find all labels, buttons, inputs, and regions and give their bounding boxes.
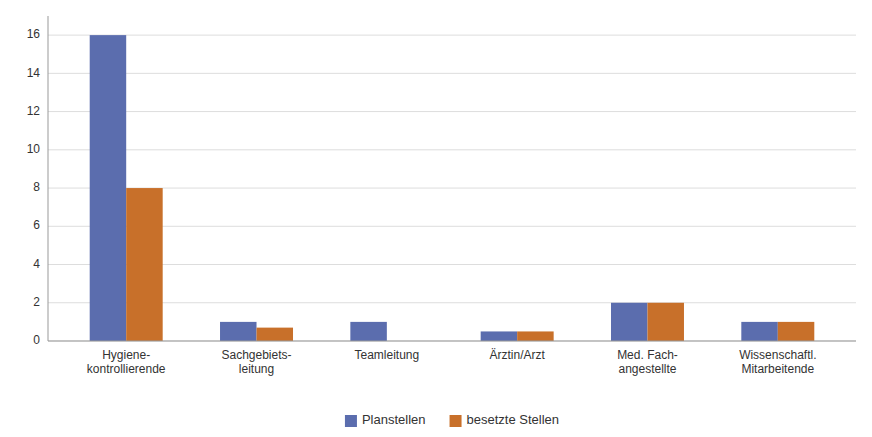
chart-svg: 0 2 4 6 8 10 12 14 16 Hygiene-kontrollierende Sach… — [0, 0, 872, 437]
x-tick-label: Teamleitung — [354, 348, 419, 362]
legend-label: Planstellen — [362, 412, 426, 427]
y-ticks: 0 2 4 6 8 10 12 14 16 — [27, 27, 41, 347]
bar — [647, 303, 683, 341]
grid-line — [48, 73, 856, 74]
y-tick-label: 6 — [33, 218, 40, 232]
chart-container: 0 2 4 6 8 10 12 14 16 Hygiene-kontrollierende Sach… — [0, 0, 872, 437]
x-axis-line — [48, 341, 856, 342]
x-ticks: Hygiene-kontrollierende Sachgebiets-leitu… — [87, 348, 817, 376]
y-tick-label: 16 — [27, 27, 41, 41]
legend-swatch — [345, 415, 357, 427]
y-tick-label: 12 — [27, 104, 41, 118]
y-axis-line — [48, 16, 49, 341]
y-tick-label: 0 — [33, 333, 40, 347]
bar — [517, 331, 553, 341]
grid-line — [48, 341, 856, 342]
y-tick-label: 14 — [27, 66, 41, 80]
bar — [90, 35, 126, 341]
x-tick-label: Med. Fach-angestellte — [617, 348, 678, 376]
x-tick-label: Hygiene-kontrollierende — [87, 348, 166, 376]
grid-line — [48, 264, 856, 265]
bar — [778, 322, 814, 341]
grid-line — [48, 149, 856, 150]
legend: Planstellen besetzte Stellen — [345, 412, 559, 427]
y-tick-label: 8 — [33, 180, 40, 194]
bar — [350, 322, 386, 341]
legend-label: besetzte Stellen — [467, 412, 560, 427]
grid-line — [48, 35, 856, 36]
bar — [741, 322, 777, 341]
grid-line — [48, 302, 856, 303]
x-tick-label: Wissenschaftl.Mitarbeitende — [739, 348, 816, 376]
bar — [257, 328, 293, 341]
bar — [220, 322, 256, 341]
grid — [48, 35, 856, 341]
y-tick-label: 4 — [33, 257, 40, 271]
y-tick-label: 2 — [33, 295, 40, 309]
legend-swatch — [450, 415, 462, 427]
bar — [481, 331, 517, 341]
bar — [126, 188, 162, 341]
x-tick-label: Sachgebiets-leitung — [221, 348, 291, 376]
grid-line — [48, 226, 856, 227]
grid-line — [48, 111, 856, 112]
bar — [611, 303, 647, 341]
bars — [90, 35, 815, 341]
y-tick-label: 10 — [27, 142, 41, 156]
x-tick-label: Ärztin/Arzt — [489, 348, 545, 362]
grid-line — [48, 188, 856, 189]
